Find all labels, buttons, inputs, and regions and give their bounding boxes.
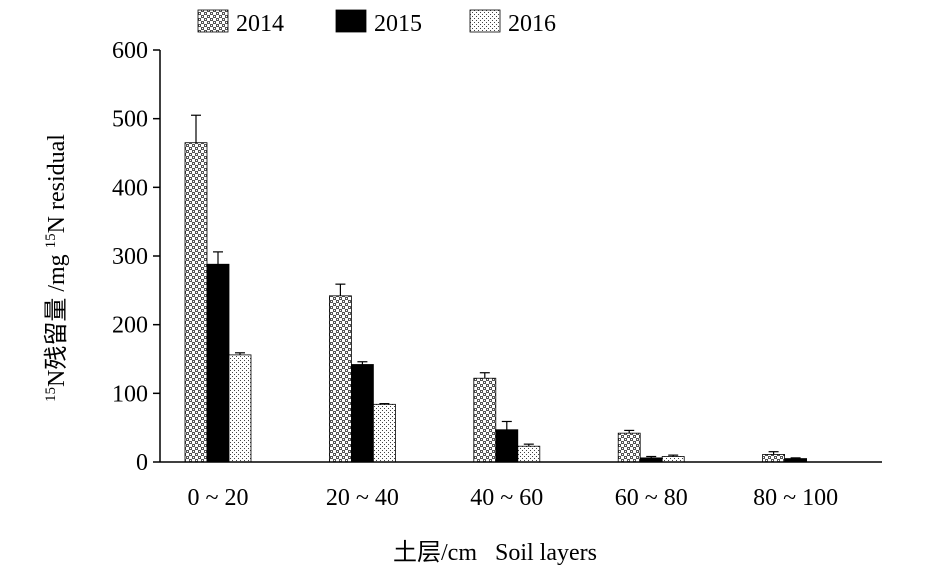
legend-swatch-2016	[469, 9, 501, 33]
axis-lines	[159, 50, 882, 463]
y-axis-title: 15N残留量 /mg 15N residual	[43, 134, 70, 402]
y-tick-label-0: 0	[136, 450, 148, 476]
bar-2016-1	[372, 403, 396, 463]
y-tick-label-600: 600	[112, 38, 148, 64]
bar-2015-2	[495, 429, 519, 463]
bar-2016-2	[517, 445, 541, 463]
legend-label-2014: 2014	[236, 11, 284, 37]
bars	[184, 142, 807, 463]
error-bars	[191, 114, 801, 459]
legend-swatch-2015	[335, 9, 367, 33]
y-tick-label-500: 500	[112, 107, 148, 133]
legend-label-2016: 2016	[508, 11, 556, 37]
legend-item-2016: 2016	[469, 9, 556, 37]
x-axis: 0 ~ 20 20 ~ 40 40 ~ 60 60 ~ 80 80 ~ 100	[188, 485, 839, 511]
y-axis-title-main1: N残留量 /mg	[43, 248, 70, 387]
y-tick-label-300: 300	[112, 244, 148, 270]
bar-2015-0	[206, 263, 230, 463]
y-tick-label-400: 400	[112, 175, 148, 201]
bar-2015-1	[350, 364, 374, 463]
x-tick-label-2: 40 ~ 60	[470, 485, 543, 511]
y-tick-label-100: 100	[112, 381, 148, 407]
bar-2016-3	[661, 456, 685, 463]
x-tick-label-0: 0 ~ 20	[188, 485, 249, 511]
bar-2014-0	[184, 142, 208, 463]
x-tick-label-1: 20 ~ 40	[326, 485, 399, 511]
legend-label-2015: 2015	[374, 11, 422, 37]
legend-item-2015: 2015	[335, 9, 422, 37]
bar-2014-1	[328, 295, 352, 463]
x-tick-label-4: 80 ~ 100	[753, 485, 838, 511]
x-tick-label-3: 60 ~ 80	[615, 485, 688, 511]
bar-2016-0	[228, 354, 252, 463]
y-axis: 0 100 200 300 400 500 600	[112, 38, 160, 476]
legend: 2014 2015 2016	[197, 9, 556, 37]
bar-2014-2	[473, 377, 497, 463]
y-axis-title-main2: N residual	[44, 134, 70, 234]
y-axis-title-sup2: 15	[43, 233, 59, 248]
bar-2014-4	[762, 454, 785, 463]
bar-2014-3	[617, 432, 641, 463]
y-axis-title-sup1: 15	[43, 387, 59, 402]
legend-item-2014: 2014	[197, 9, 284, 37]
x-axis-title: 土层/cm Soil layers	[393, 539, 597, 566]
y-tick-label-200: 200	[112, 313, 148, 339]
legend-swatch-2014	[197, 9, 229, 33]
